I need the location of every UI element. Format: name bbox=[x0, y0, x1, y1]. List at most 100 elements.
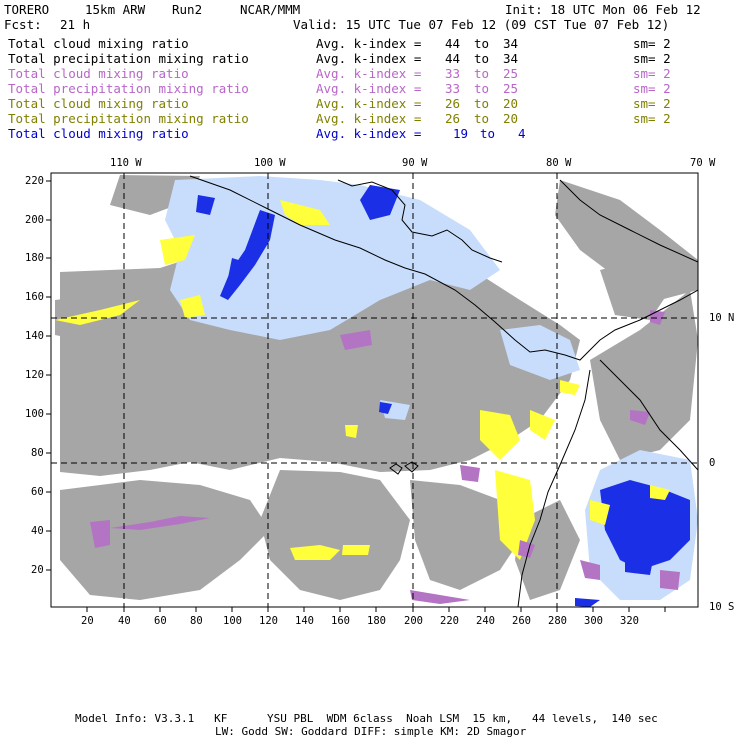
y-tick-label: 120 bbox=[25, 369, 44, 381]
forecast-label: Fcst: bbox=[4, 17, 42, 32]
map-frame bbox=[50, 172, 699, 608]
x-tick-label: 40 bbox=[118, 615, 131, 627]
model-run: Run2 bbox=[172, 2, 203, 17]
legend-field: Total precipitation mixing ratio bbox=[8, 81, 249, 96]
physics-info-line: LW: Godd SW: Goddard DIFF: simple KM: 2D… bbox=[215, 725, 527, 738]
model-name: TORERO bbox=[4, 2, 50, 17]
x-tick-label: 200 bbox=[404, 615, 423, 627]
yellow-precip-field bbox=[55, 200, 670, 560]
legend-row: Total precipitation mixing ratio Avg. k-… bbox=[8, 81, 671, 96]
legend-field: Total cloud mixing ratio bbox=[8, 96, 189, 111]
legend-kindex-label: Avg. k-index = bbox=[316, 126, 422, 141]
x-tick-label: 20 bbox=[81, 615, 94, 627]
legend-sm: sm= 2 bbox=[633, 111, 671, 126]
x-tick-label: 180 bbox=[367, 615, 386, 627]
legend-row: Total cloud mixing ratio Avg. k-index = … bbox=[8, 66, 671, 81]
legend-k-to: 25 bbox=[503, 66, 519, 81]
purple-precip-field bbox=[90, 310, 680, 604]
x-tick-label: 160 bbox=[331, 615, 350, 627]
legend-sm: sm= 2 bbox=[633, 36, 671, 51]
legend-to: to bbox=[474, 81, 490, 96]
y-tick-label: 140 bbox=[25, 330, 44, 342]
legend-field: Total precipitation mixing ratio bbox=[8, 111, 249, 126]
legend-field: Total precipitation mixing ratio bbox=[8, 51, 249, 66]
legend-to: to bbox=[480, 126, 496, 141]
legend-k-to: 20 bbox=[503, 96, 519, 111]
axis-ticks bbox=[46, 180, 666, 612]
legend-sm: sm= 2 bbox=[633, 81, 671, 96]
lon-label: 70 W bbox=[690, 157, 716, 169]
x-tick-label: 60 bbox=[154, 615, 167, 627]
legend-kindex-label: Avg. k-index = bbox=[316, 36, 422, 51]
lon-label: 110 W bbox=[110, 157, 142, 169]
y-tick-label: 20 bbox=[31, 564, 44, 576]
model-resolution: 15km ARW bbox=[85, 2, 146, 17]
legend-k-from: 44 bbox=[445, 51, 461, 66]
x-tick-label: 320 bbox=[620, 615, 639, 627]
legend-row: Total cloud mixing ratio Avg. k-index = … bbox=[8, 126, 526, 141]
legend-sm: sm= 2 bbox=[633, 96, 671, 111]
forecast-hours: 21 h bbox=[60, 17, 91, 32]
legend-kindex-label: Avg. k-index = bbox=[316, 81, 422, 96]
legend-k-from: 19 bbox=[453, 126, 469, 141]
lat-label: 10 S bbox=[709, 601, 735, 613]
legend-to: to bbox=[474, 66, 490, 81]
legend-k-from: 33 bbox=[445, 66, 461, 81]
legend-k-to: 4 bbox=[518, 126, 526, 141]
lon-label: 80 W bbox=[546, 157, 572, 169]
legend-k-to: 25 bbox=[503, 81, 519, 96]
legend-field: Total cloud mixing ratio bbox=[8, 126, 189, 141]
y-tick-label: 60 bbox=[31, 486, 44, 498]
x-tick-label: 80 bbox=[190, 615, 203, 627]
legend-k-to: 34 bbox=[503, 36, 519, 51]
lat-label: 0 bbox=[709, 457, 716, 469]
legend-kindex-label: Avg. k-index = bbox=[316, 96, 422, 111]
legend-to: to bbox=[474, 51, 490, 66]
x-tick-label: 280 bbox=[548, 615, 567, 627]
y-tick-label: 180 bbox=[25, 252, 44, 264]
x-tick-label: 140 bbox=[295, 615, 314, 627]
legend-kindex-label: Avg. k-index = bbox=[316, 66, 422, 81]
y-tick-label: 80 bbox=[31, 447, 44, 459]
legend-row: Total precipitation mixing ratio Avg. k-… bbox=[8, 51, 671, 66]
legend-kindex-label: Avg. k-index = bbox=[316, 111, 422, 126]
legend-k-from: 33 bbox=[445, 81, 461, 96]
y-tick-label: 40 bbox=[31, 525, 44, 537]
lat-label: 10 N bbox=[709, 312, 735, 324]
legend-k-to: 34 bbox=[503, 51, 519, 66]
legend-sm: sm= 2 bbox=[633, 51, 671, 66]
y-tick-label: 200 bbox=[25, 214, 44, 226]
lon-label: 100 W bbox=[254, 157, 286, 169]
y-tick-label: 160 bbox=[25, 291, 44, 303]
y-tick-label: 220 bbox=[25, 175, 44, 187]
legend-to: to bbox=[474, 96, 490, 111]
x-tick-label: 300 bbox=[584, 615, 603, 627]
legend-kindex-label: Avg. k-index = bbox=[316, 51, 422, 66]
legend-k-to: 20 bbox=[503, 111, 519, 126]
legend-row: Total cloud mixing ratio Avg. k-index = … bbox=[8, 96, 671, 111]
legend-field: Total cloud mixing ratio bbox=[8, 36, 189, 51]
y-tick-label: 100 bbox=[25, 408, 44, 420]
x-tick-label: 240 bbox=[476, 615, 495, 627]
x-tick-label: 220 bbox=[440, 615, 459, 627]
x-tick-label: 260 bbox=[512, 615, 531, 627]
legend-k-from: 44 bbox=[445, 36, 461, 51]
init-time: Init: 18 UTC Mon 06 Feb 12 bbox=[505, 2, 701, 17]
legend-row: Total cloud mixing ratio Avg. k-index = … bbox=[8, 36, 671, 51]
model-info-line: Model Info: V3.3.1 KF YSU PBL WDM 6class… bbox=[75, 712, 658, 725]
legend-row: Total precipitation mixing ratio Avg. k-… bbox=[8, 111, 671, 126]
model-org: NCAR/MMM bbox=[240, 2, 301, 17]
lon-label: 90 W bbox=[402, 157, 428, 169]
x-tick-label: 100 bbox=[223, 615, 242, 627]
legend-to: to bbox=[474, 36, 490, 51]
x-tick-label: 120 bbox=[259, 615, 278, 627]
legend-k-from: 26 bbox=[445, 111, 461, 126]
valid-time: Valid: 15 UTC Tue 07 Feb 12 (09 CST Tue … bbox=[293, 17, 670, 32]
legend-k-from: 26 bbox=[445, 96, 461, 111]
legend-sm: sm= 2 bbox=[633, 66, 671, 81]
legend-field: Total cloud mixing ratio bbox=[8, 66, 189, 81]
coastlines bbox=[189, 175, 698, 607]
blue-cloud-field bbox=[196, 185, 690, 607]
legend-to: to bbox=[474, 111, 490, 126]
